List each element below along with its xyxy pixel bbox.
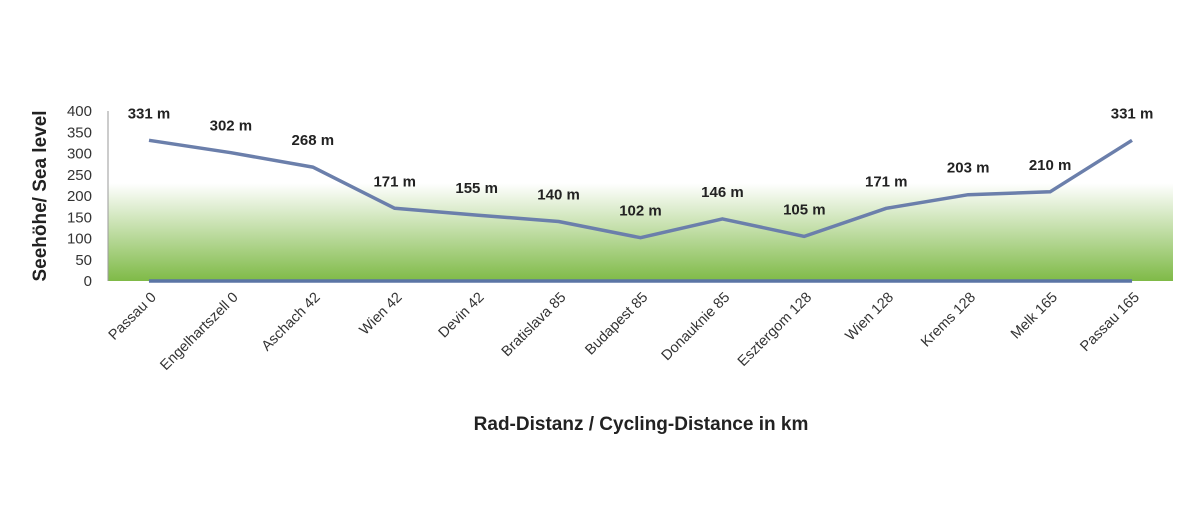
y-tick-label: 200 — [67, 188, 92, 205]
y-tick-label: 50 — [75, 252, 92, 269]
x-tick-label: Krems 128 — [918, 290, 979, 351]
y-tick-label: 300 — [67, 146, 92, 163]
data-label: 140 m — [537, 187, 580, 204]
data-label: 331 m — [1111, 105, 1154, 122]
data-label: 171 m — [865, 173, 908, 190]
data-label: 105 m — [783, 201, 826, 218]
y-tick-label: 350 — [67, 124, 92, 141]
x-tick-label: Passau 165 — [1077, 290, 1142, 355]
data-label: 171 m — [373, 173, 416, 190]
y-tick-label: 150 — [67, 209, 92, 226]
y-tick-label: 100 — [67, 231, 92, 248]
y-tick-label: 0 — [84, 273, 92, 290]
x-tick-label: Budapest 85 — [582, 290, 651, 359]
data-label: 102 m — [619, 203, 662, 220]
x-tick-label: Aschach 42 — [259, 290, 324, 355]
y-tick-label: 400 — [67, 103, 92, 120]
x-tick-label: Engelhartszell 0 — [157, 290, 241, 374]
x-tick-label: Esztergom 128 — [735, 290, 815, 370]
x-tick-label: Wien 128 — [842, 290, 897, 345]
data-label: 155 m — [455, 180, 498, 197]
x-tick-label: Bratislava 85 — [499, 290, 570, 361]
data-label: 203 m — [947, 160, 990, 177]
background-band — [108, 183, 1173, 281]
x-tick-label: Passau 0 — [106, 290, 160, 344]
data-label: 302 m — [210, 118, 253, 135]
x-tick-label: Devin 42 — [436, 290, 488, 342]
y-axis-title: Seehöhe/ Sea level — [30, 110, 51, 281]
data-label: 331 m — [128, 105, 171, 122]
x-tick-label: Melk 165 — [1008, 290, 1061, 343]
x-axis-title: Rad-Distanz / Cycling-Distance in km — [474, 414, 809, 435]
data-label: 210 m — [1029, 157, 1072, 174]
data-labels: 331 m 302 m 268 m 171 m 155 m 140 m 102 m 146 m… — [128, 105, 1154, 219]
x-tick-label: Wien 42 — [357, 290, 406, 339]
elevation-line — [148, 138, 1133, 240]
data-label: 268 m — [292, 132, 335, 149]
y-tick-label: 250 — [67, 167, 92, 184]
data-label: 146 m — [701, 184, 744, 201]
x-tick-label: Donauknie 85 — [659, 290, 734, 365]
y-tick-labels: 0 50 100 150 200 250 300 350 400 — [67, 103, 92, 290]
